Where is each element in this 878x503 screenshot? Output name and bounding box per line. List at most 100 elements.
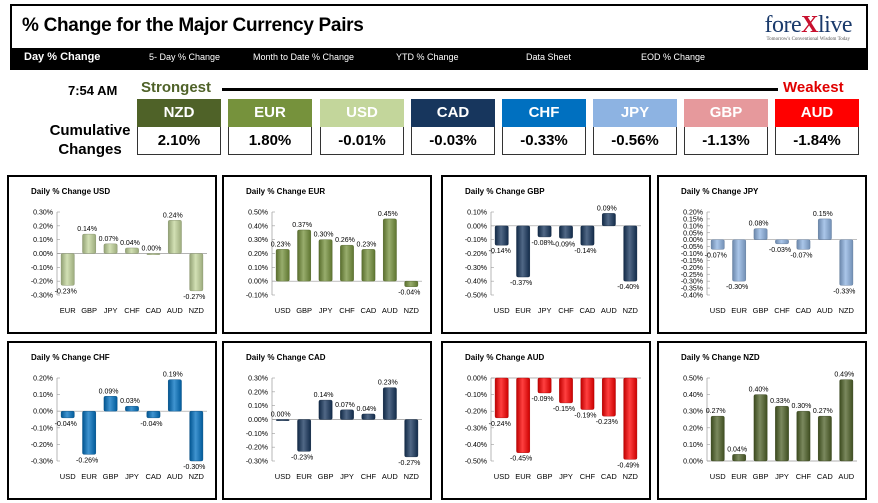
x-tick-label: AUD	[838, 472, 854, 481]
cumulative-changes-label: Cumulative Changes	[49, 122, 131, 158]
y-tick-label: 0.00%	[33, 409, 53, 416]
nav-eod-change[interactable]: EOD % Change	[641, 52, 706, 62]
bar-eur	[516, 225, 530, 278]
bar-usd	[275, 419, 290, 421]
x-tick-label: NZD	[189, 306, 205, 315]
nav-data-sheet[interactable]: Data Sheet	[526, 52, 572, 62]
x-tick-label: CAD	[361, 306, 377, 315]
x-tick-label: JPY	[125, 472, 139, 481]
logo-text: foreXlive	[764, 12, 853, 38]
bar-usd	[710, 415, 725, 462]
y-tick-label: 0.20%	[33, 223, 53, 230]
chart-title: Daily % Change NZD	[681, 353, 760, 362]
data-label: -0.14%	[489, 248, 511, 255]
forexlive-logo[interactable]: foreXlive Tomorrow's Conventional Wisdom…	[764, 12, 853, 42]
x-tick-label: CAD	[146, 472, 162, 481]
x-tick-label: NZD	[404, 472, 420, 481]
y-tick-label: 0.00%	[248, 279, 268, 286]
chart-panel: Daily % Change CAD 0.30% 0.20% 0.10% 0.00% -0…	[222, 341, 432, 500]
x-tick-label: NZD	[404, 306, 420, 315]
y-tick-label: 0.20%	[683, 425, 703, 432]
strongest-label: Strongest	[141, 79, 212, 96]
bar-eur	[60, 253, 75, 286]
bar-gbp	[297, 229, 311, 282]
data-label: 0.40%	[749, 387, 769, 394]
y-tick-label: -0.20%	[31, 279, 53, 286]
x-tick-label: CAD	[580, 306, 596, 315]
currency-box-eur: EUR 1.80%	[228, 99, 312, 155]
y-tick-label: -0.30%	[31, 459, 53, 466]
nav-day-change[interactable]: Day % Change	[24, 51, 101, 63]
y-tick-label: 0.30%	[683, 409, 703, 416]
x-tick-label: NZD	[839, 306, 855, 315]
currency-name: NZD	[137, 99, 221, 127]
bar-usd	[494, 225, 509, 246]
bar-chart: Daily % Change NZD 0.50% 0.40% 0.30% 0.20% 0.…	[681, 353, 857, 481]
x-tick-label: EUR	[60, 306, 76, 315]
data-label: 0.09%	[597, 205, 617, 212]
x-tick-label: GBP	[753, 472, 769, 481]
y-tick-label: 0.10%	[467, 210, 487, 217]
currency-box-aud: AUD -1.84%	[775, 99, 859, 155]
x-tick-label: NZD	[623, 472, 639, 481]
data-label: -0.30%	[726, 284, 748, 291]
weakest-label: Weakest	[783, 79, 844, 96]
y-tick-label: -0.20%	[681, 265, 703, 272]
y-tick-label: -0.10%	[246, 431, 268, 438]
currency-name: EUR	[228, 99, 312, 127]
bar-chf	[559, 225, 573, 239]
nav-month-to-date-change[interactable]: Month to Date % Change	[253, 52, 355, 62]
nav-5-day-change[interactable]: 5- Day % Change	[149, 52, 221, 62]
y-tick-label: 0.50%	[683, 376, 703, 383]
data-label: 0.23%	[271, 241, 291, 248]
x-tick-label: JPY	[104, 306, 118, 315]
y-tick-label: -0.30%	[681, 279, 703, 286]
x-tick-label: CAD	[146, 306, 162, 315]
bar-chf	[580, 377, 595, 410]
currency-name: GBP	[684, 99, 768, 127]
bar-gbp	[753, 394, 768, 462]
data-label: -0.45%	[510, 456, 532, 463]
bar-jpy	[775, 406, 789, 462]
x-tick-label: CHF	[361, 472, 377, 481]
y-tick-label: -0.30%	[31, 293, 53, 300]
data-label: 0.37%	[292, 222, 312, 229]
y-tick-label: -0.20%	[465, 409, 487, 416]
x-tick-label: USD	[275, 306, 291, 315]
y-tick-label: 0.20%	[248, 389, 268, 396]
bar-gbp	[537, 377, 552, 394]
bar-jpy	[340, 409, 354, 420]
currency-box-gbp: GBP -1.13%	[684, 99, 768, 155]
x-tick-label: GBP	[318, 472, 334, 481]
data-label: -0.23%	[291, 454, 313, 461]
y-tick-label: -0.40%	[465, 442, 487, 449]
currency-cumulative-value: -0.01%	[320, 127, 404, 155]
data-label: 0.00%	[141, 246, 161, 253]
chart-panel: Daily % Change CHF 0.20% 0.10% 0.00% -0.10% -…	[7, 341, 217, 500]
x-tick-label: JPY	[340, 472, 354, 481]
data-label: 0.23%	[356, 241, 376, 248]
bar-usd	[710, 239, 725, 250]
data-label: 0.33%	[770, 398, 790, 405]
bar-chart: Daily % Change EUR0.50%0.40%0.30%0.20%0.…	[246, 187, 422, 315]
bar-chf	[125, 247, 139, 254]
bar-aud	[168, 220, 182, 254]
data-label: -0.15%	[553, 406, 575, 413]
data-label: -0.27%	[183, 294, 205, 301]
data-label: -0.40%	[617, 284, 639, 291]
y-tick-label: 0.05%	[683, 230, 703, 237]
nav-ytd-change[interactable]: YTD % Change	[396, 52, 459, 62]
bar-jpy	[103, 243, 118, 254]
chart-title: Daily % Change EUR	[246, 187, 325, 196]
x-tick-label: AUD	[167, 306, 183, 315]
data-label: -0.49%	[617, 462, 639, 469]
bar-aud	[383, 218, 397, 282]
data-label: -0.33%	[833, 288, 855, 295]
bar-jpy	[125, 406, 139, 412]
chart-title: Daily % Change CHF	[31, 353, 110, 362]
bar-cad	[146, 410, 161, 419]
chart-title: Daily % Change AUD	[465, 353, 544, 362]
y-tick-label: -0.30%	[465, 265, 487, 272]
x-tick-label: CHF	[580, 472, 596, 481]
